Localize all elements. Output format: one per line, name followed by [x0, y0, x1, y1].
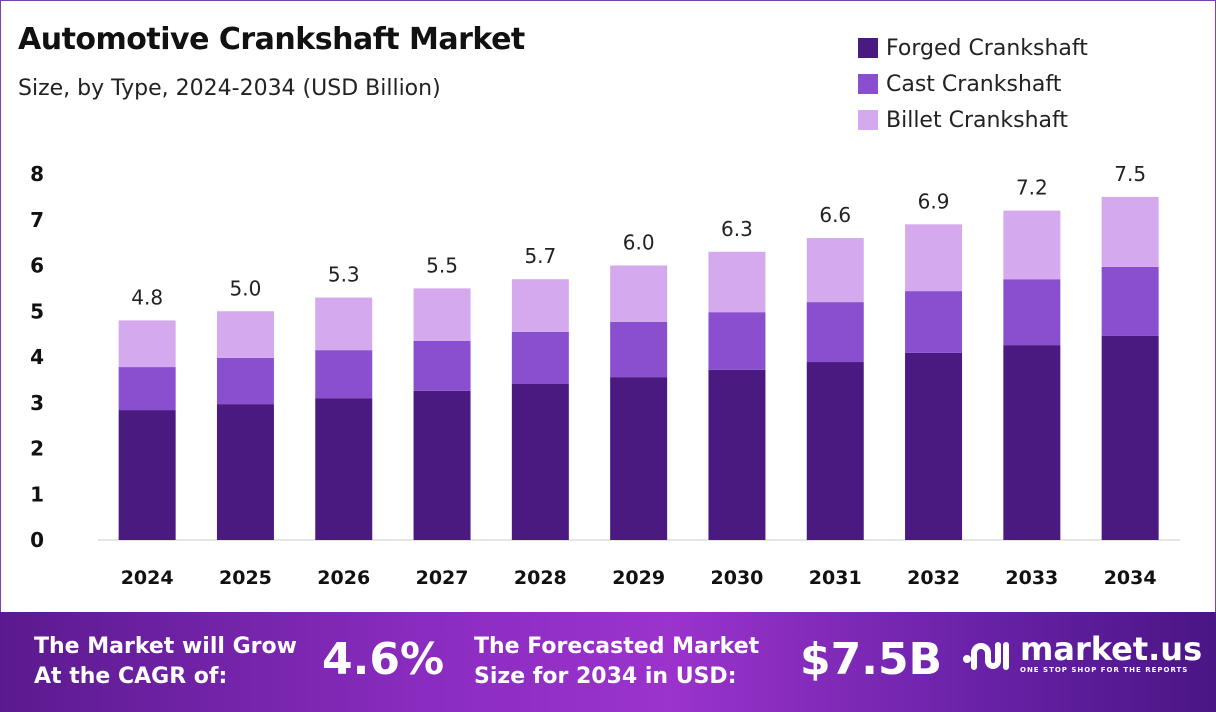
footer-banner: The Market will Grow At the CAGR of: 4.6… [0, 612, 1216, 712]
bar-segment-cast-crankshaft [511, 331, 569, 384]
logo-tagline: ONE STOP SHOP FOR THE REPORTS [1020, 666, 1189, 674]
cagr-value: 4.6% [322, 634, 445, 685]
x-tick-label: 2029 [612, 567, 665, 589]
bar-segment-billet-crankshaft [413, 288, 471, 341]
bar-segment-cast-crankshaft [315, 350, 373, 399]
bar-segment-billet-crankshaft [1101, 196, 1159, 267]
bar-segment-billet-crankshaft [216, 311, 274, 358]
bar-total-label: 6.0 [623, 231, 655, 255]
bar-segment-billet-crankshaft [610, 265, 668, 322]
legend-item-cast: Cast Crankshaft [858, 66, 1088, 102]
bar-total-label: 5.7 [524, 244, 556, 268]
bar-total-label: 6.9 [918, 189, 950, 213]
y-tick-label: 4 [30, 345, 44, 369]
y-tick-label: 2 [30, 437, 44, 461]
y-tick-label: 6 [30, 254, 44, 278]
bar-segment-billet-crankshaft [511, 279, 569, 332]
bar-total-label: 5.0 [230, 276, 262, 300]
y-tick-label: 7 [30, 208, 44, 232]
bar-total-label: 6.3 [721, 217, 753, 241]
x-tick-label: 2034 [1104, 567, 1157, 589]
bar-segment-cast-crankshaft [413, 340, 471, 391]
bar-segment-billet-crankshaft [905, 224, 963, 292]
cagr-label-line: The Market will Grow [34, 634, 297, 659]
x-tick-label: 2026 [317, 567, 370, 589]
bar-segment-forged-crankshaft [905, 352, 963, 540]
x-tick-label: 2033 [1005, 567, 1058, 589]
legend-label: Cast Crankshaft [886, 71, 1062, 97]
bar-segment-cast-crankshaft [216, 357, 274, 405]
chart-subtitle: Size, by Type, 2024-2034 (USD Billion) [18, 76, 441, 101]
bar-segment-cast-crankshaft [806, 302, 864, 363]
bar-segment-cast-crankshaft [905, 291, 963, 353]
bar-segment-forged-crankshaft [118, 410, 176, 540]
logo-icon [963, 642, 1009, 670]
legend-swatch [858, 110, 878, 130]
cagr-label: The Market will Grow At the CAGR of: [34, 632, 297, 692]
legend-label: Forged Crankshaft [886, 35, 1088, 61]
stacked-bar-chart: 0 1 2 3 4 5 6 7 8 4.8 2024 5.0 2025 5.3 2026 5.5 2027 5.7… [30, 162, 1180, 589]
logo-name: market.us [1020, 630, 1203, 668]
bar-total-label: 7.2 [1016, 176, 1048, 200]
bar-segment-billet-crankshaft [118, 320, 176, 368]
bar-segment-forged-crankshaft [1003, 345, 1061, 540]
x-tick-label: 2027 [416, 567, 469, 589]
forecast-value: $7.5B [800, 634, 943, 685]
bar-segment-forged-crankshaft [1101, 335, 1159, 540]
x-tick-label: 2025 [219, 567, 272, 589]
bar-total-label: 7.5 [1114, 162, 1146, 186]
bar-segment-cast-crankshaft [1101, 266, 1159, 336]
bar-segment-cast-crankshaft [708, 312, 766, 370]
legend-item-billet: Billet Crankshaft [858, 102, 1088, 138]
bar-segment-forged-crankshaft [413, 390, 471, 540]
bar-total-label: 6.6 [819, 203, 851, 227]
forecast-label: The Forecasted Market Size for 2034 in U… [474, 632, 759, 692]
bar-segment-forged-crankshaft [708, 369, 766, 540]
forecast-label-line: Size for 2034 in USD: [474, 664, 737, 689]
bar-segment-billet-crankshaft [806, 238, 864, 303]
bar-segment-billet-crankshaft [315, 297, 373, 351]
bar-segment-cast-crankshaft [118, 367, 176, 411]
bar-segment-cast-crankshaft [1003, 279, 1061, 346]
bar-segment-billet-crankshaft [1003, 210, 1061, 280]
x-tick-label: 2032 [907, 567, 960, 589]
bar-segment-forged-crankshaft [216, 404, 274, 540]
bar-total-label: 5.3 [328, 263, 360, 287]
bar-segment-forged-crankshaft [806, 362, 864, 540]
bar-segment-forged-crankshaft [610, 377, 668, 540]
bar-segment-forged-crankshaft [511, 383, 569, 540]
chart-title: Automotive Crankshaft Market [18, 22, 525, 57]
y-tick-label: 3 [30, 391, 44, 415]
x-tick-label: 2024 [121, 567, 174, 589]
y-tick-label: 0 [30, 528, 44, 552]
y-tick-label: 8 [30, 162, 44, 186]
legend-item-forged: Forged Crankshaft [858, 30, 1088, 66]
legend: Forged Crankshaft Cast Crankshaft Billet… [858, 30, 1088, 138]
legend-swatch [858, 38, 878, 58]
x-tick-label: 2028 [514, 567, 567, 589]
y-tick-label: 1 [30, 482, 44, 506]
legend-label: Billet Crankshaft [886, 107, 1069, 133]
bar-total-label: 4.8 [131, 285, 163, 309]
bar-segment-cast-crankshaft [610, 321, 668, 378]
forecast-label-line: The Forecasted Market [474, 634, 760, 659]
bar-segment-forged-crankshaft [315, 398, 373, 540]
x-tick-label: 2030 [711, 567, 764, 589]
bar-segment-billet-crankshaft [708, 251, 766, 313]
bar-total-label: 5.5 [426, 253, 458, 277]
y-tick-label: 5 [30, 299, 44, 323]
cagr-label-line: At the CAGR of: [34, 664, 228, 689]
market-us-logo: market.us ONE STOP SHOP FOR THE REPORTS [962, 630, 1203, 674]
x-tick-label: 2031 [809, 567, 862, 589]
legend-swatch [858, 74, 878, 94]
